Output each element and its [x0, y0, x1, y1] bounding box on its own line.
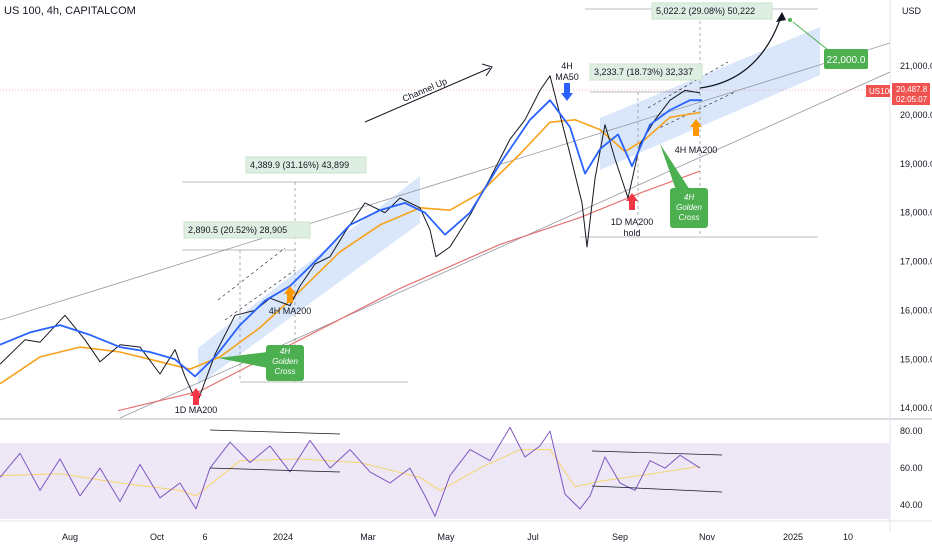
time-tick-label: Sep [612, 532, 628, 542]
ma200-1d-label-right-bottom: hold [623, 228, 640, 238]
channel-upper-line [0, 42, 890, 321]
ma200-1d-label-left: 1D MA200 [175, 405, 218, 415]
golden2-line1: 4H [684, 193, 694, 202]
measure-label-4: 5,022.2 (29.08%) 50,222 [656, 6, 755, 16]
chart-title: US 100, 4h, CAPITALCOM [4, 5, 136, 17]
price-axis[interactable]: 21,000.0 20,000.0 19,000.0 18,000.0 17,000.0… [900, 61, 932, 413]
rsi-line [0, 426, 701, 517]
time-tick-label: Oct [150, 532, 165, 542]
price-tick-label: 15,000.0 [900, 354, 932, 364]
wedge-1b [224, 269, 296, 321]
golden1-line1: 4H [280, 347, 290, 356]
rsi-channel-2a [591, 450, 723, 456]
currency-label: USD [902, 6, 922, 16]
target-box [824, 49, 868, 69]
symbol-tag-text: US100 [869, 87, 894, 96]
channel-up-arrow [364, 67, 491, 123]
rsi-layer [0, 426, 701, 517]
time-tick-label: Jul [527, 532, 539, 542]
orange-arrow-left [284, 286, 296, 303]
time-tick-label: May [437, 532, 455, 542]
wedge-2b [654, 91, 736, 131]
golden2-line3: Cross [679, 213, 700, 222]
time-tick-label: Aug [62, 532, 78, 542]
ma200-4h-label-right: 4H MA200 [675, 145, 718, 155]
price-tick-label: 18,000.0 [900, 208, 932, 218]
golden2-line2: Golden [676, 203, 702, 212]
rsi-tick-label: 80.00 [900, 426, 923, 436]
rsi-channel-1a [209, 429, 341, 435]
golden-cross-callout-2: 4H Golden Cross [660, 144, 708, 228]
rsi-tick-label: 60.00 [900, 463, 923, 473]
target-dot [788, 18, 792, 22]
golden1-line3: Cross [275, 367, 296, 376]
ma50-label-bottom: MA50 [555, 72, 579, 82]
price-tick-label: 19,000.0 [900, 159, 932, 169]
orange-arrow-right [690, 119, 702, 136]
price-tick-label: 21,000.0 [900, 61, 932, 71]
red-arrow-left [190, 388, 202, 405]
rsi-ma-line [0, 449, 701, 497]
projection-arrowhead [776, 12, 786, 22]
red-arrow-right [626, 193, 638, 210]
rsi-band [0, 443, 890, 519]
rsi-tick-label: 40.00 [900, 500, 923, 510]
rsi-axis[interactable]: 80.00 60.00 40.00 [900, 426, 923, 510]
wedge-1a [217, 247, 286, 301]
rsi-channel-2b [591, 485, 723, 493]
measure-box-3 [589, 63, 703, 81]
time-tick-label: 10 [843, 532, 853, 542]
price-line [0, 75, 701, 404]
projection-curve [699, 13, 783, 89]
measure-box-2 [245, 156, 367, 174]
target-label: 22,000.0 [827, 55, 866, 66]
time-axis[interactable]: Aug Oct 6 2024 Mar May Jul Sep Nov 2025 10 [62, 532, 853, 542]
price-tick-label: 20,000.0 [900, 110, 932, 120]
measure-label-1: 2,890.5 (20.52%) 28,905 [188, 225, 287, 235]
symbol-tag [866, 85, 890, 97]
channel-lower-line [119, 71, 890, 418]
channel-up-arrowhead [481, 63, 493, 77]
price-tag-box [892, 83, 930, 105]
measure-box-1 [183, 221, 311, 239]
time-tick-label: Mar [360, 532, 376, 542]
measure-box-4 [651, 2, 773, 20]
ma50-line [0, 99, 702, 378]
time-tick-label: 2024 [273, 532, 293, 542]
measure-label-2: 4,389.9 (31.16%) 43,899 [250, 160, 349, 170]
target-connector [792, 21, 829, 51]
price-tick-label: 16,000.0 [900, 305, 932, 315]
rsi-channel-1b [209, 467, 341, 473]
time-tick-label: Nov [699, 532, 716, 542]
price-tick-label: 14,000.0 [900, 403, 932, 413]
blue-arrow-ma50 [561, 83, 573, 101]
measure-label-3: 3,233.7 (18.73%) 32,337 [594, 67, 693, 77]
golden1-line2: Golden [272, 357, 298, 366]
price-tag-countdown: 02:05:07 [896, 95, 928, 104]
ma200-4h-line [0, 111, 701, 385]
channel-zone-2 [600, 27, 820, 170]
time-tick-label: 2025 [783, 532, 803, 542]
price-tick-label: 17,000.0 [900, 257, 932, 267]
golden-cross-callout-1: 4H Golden Cross [218, 345, 304, 381]
ma200-1d-label-right-top: 1D MA200 [611, 217, 654, 227]
time-tick-label: 6 [202, 532, 207, 542]
price-tag-price: 20,487.8 [896, 85, 928, 94]
ma200-4h-label-left: 4H MA200 [269, 306, 312, 316]
ma50-label-top: 4H [561, 61, 573, 71]
